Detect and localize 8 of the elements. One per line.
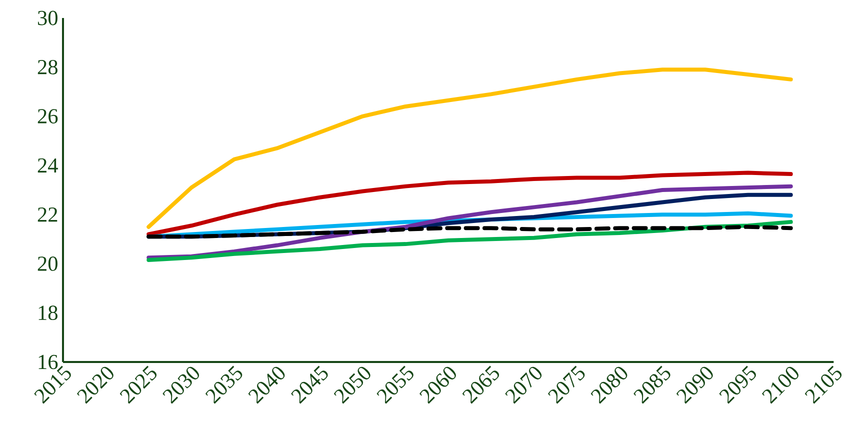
y-tick-label: 20 — [38, 256, 58, 271]
y-tick-label: 30 — [38, 10, 58, 26]
y-tick-label: 24 — [38, 158, 58, 172]
line-series — [146, 170, 793, 236]
y-tick-label: 28 — [38, 60, 58, 74]
y-tick-label: 22 — [38, 208, 58, 222]
y-tick-label: 26 — [38, 109, 58, 124]
y-tick-label: 18 — [38, 306, 58, 320]
